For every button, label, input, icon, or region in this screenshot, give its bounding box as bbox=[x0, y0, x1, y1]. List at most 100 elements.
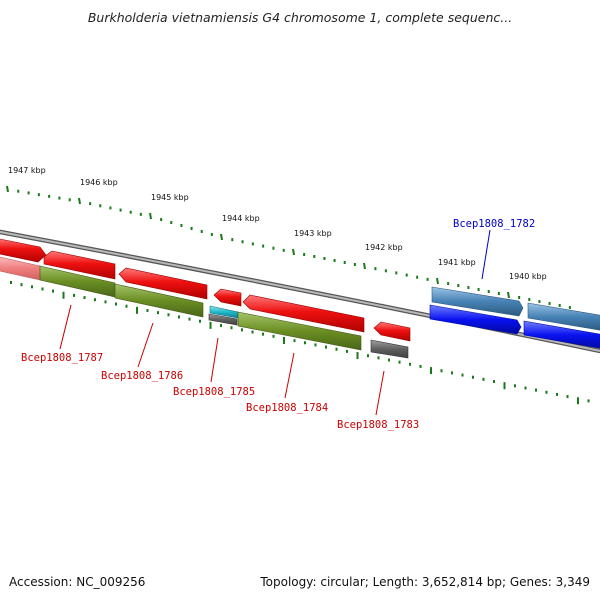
minor-tick bbox=[10, 281, 12, 284]
tick-label: 1946 kbp bbox=[80, 178, 118, 187]
gene-arrow-gray[interactable] bbox=[208, 313, 238, 326]
minor-tick bbox=[73, 293, 75, 297]
gene-arrow-blue[interactable] bbox=[523, 320, 600, 349]
gene-arrow-gray[interactable] bbox=[370, 339, 409, 359]
major-tick bbox=[149, 212, 152, 220]
gene-arrow-blue[interactable] bbox=[429, 304, 522, 335]
minor-tick bbox=[17, 189, 20, 193]
gene-label[interactable]: Bcep1808_1782 bbox=[453, 218, 535, 230]
minor-tick bbox=[419, 364, 422, 368]
major-tick bbox=[503, 382, 506, 390]
major-tick bbox=[209, 321, 212, 329]
major-tick bbox=[292, 248, 295, 256]
callout-line bbox=[375, 370, 385, 416]
minor-tick bbox=[167, 313, 170, 317]
map-title: Burkholderia vietnamiensis G4 chromosome… bbox=[87, 10, 513, 25]
minor-tick bbox=[335, 347, 338, 351]
minor-tick bbox=[388, 358, 390, 362]
major-tick bbox=[577, 397, 579, 405]
minor-tick bbox=[314, 343, 317, 347]
minor-tick bbox=[477, 288, 480, 291]
minor-tick bbox=[272, 334, 275, 338]
callout-line bbox=[284, 352, 295, 399]
tick-label: 1941 kbp bbox=[438, 258, 476, 267]
minor-tick bbox=[426, 277, 429, 281]
minor-tick bbox=[48, 194, 51, 198]
minor-tick bbox=[52, 289, 54, 293]
minor-tick bbox=[353, 263, 356, 266]
gene-arrow-steelblue[interactable] bbox=[527, 302, 600, 331]
minor-tick bbox=[304, 341, 306, 345]
tick-label: 1940 kbp bbox=[509, 272, 547, 281]
gene-label[interactable]: Bcep1808_1783 bbox=[337, 419, 419, 431]
accession-text: Accession: NC_009256 bbox=[9, 575, 146, 589]
major-tick bbox=[220, 233, 223, 241]
gene-callout-lines bbox=[59, 229, 491, 416]
major-tick bbox=[507, 291, 510, 299]
reverse-strand-genes bbox=[0, 256, 600, 359]
minor-tick bbox=[200, 230, 203, 233]
major-tick bbox=[78, 197, 81, 205]
minor-tick bbox=[241, 328, 243, 332]
gene-arrow-red[interactable] bbox=[373, 321, 411, 342]
minor-tick bbox=[313, 255, 316, 258]
gene-arrow-steelblue[interactable] bbox=[431, 286, 524, 317]
gene-arrow-olive[interactable] bbox=[237, 311, 362, 351]
minor-tick bbox=[58, 196, 61, 200]
tick-label: 1947 kbp bbox=[8, 166, 46, 175]
minor-tick bbox=[461, 373, 464, 377]
major-tick bbox=[62, 291, 65, 299]
minor-tick bbox=[325, 345, 327, 349]
gene-arrow-red[interactable] bbox=[43, 250, 116, 280]
genome-backbone bbox=[0, 229, 600, 354]
tick-label: 1943 kbp bbox=[294, 229, 332, 238]
gene-arrow-red[interactable] bbox=[213, 288, 242, 307]
gene-label[interactable]: Bcep1808_1784 bbox=[246, 402, 328, 414]
minor-tick bbox=[115, 302, 117, 306]
genome-summary-text: Topology: circular; Length: 3,652,814 bp… bbox=[260, 575, 590, 589]
minor-tick bbox=[94, 298, 96, 302]
minor-tick bbox=[566, 395, 569, 399]
minor-tick bbox=[293, 339, 296, 343]
gene-arrow-red[interactable] bbox=[0, 238, 47, 263]
minor-tick bbox=[447, 282, 450, 285]
minor-tick bbox=[467, 286, 470, 289]
tick-marks bbox=[6, 185, 590, 405]
major-tick bbox=[283, 336, 285, 344]
minor-tick bbox=[493, 380, 495, 384]
major-tick bbox=[363, 262, 366, 270]
gene-label[interactable]: Bcep1808_1786 bbox=[101, 370, 183, 382]
minor-tick bbox=[180, 224, 183, 227]
minor-tick bbox=[457, 284, 460, 287]
minor-tick bbox=[146, 308, 149, 312]
minor-tick bbox=[210, 233, 213, 236]
forward-strand-genes bbox=[0, 238, 600, 342]
gene-label[interactable]: Bcep1808_1787 bbox=[21, 352, 103, 364]
minor-tick bbox=[251, 242, 254, 246]
minor-tick bbox=[538, 300, 541, 303]
gene-arrow-red[interactable] bbox=[118, 267, 208, 300]
callout-line bbox=[137, 322, 154, 368]
callout-line bbox=[210, 337, 219, 383]
minor-tick bbox=[384, 269, 387, 273]
minor-tick bbox=[220, 324, 222, 328]
major-tick bbox=[6, 185, 9, 193]
minor-tick bbox=[68, 198, 71, 202]
minor-tick bbox=[451, 371, 453, 375]
minor-tick bbox=[524, 386, 527, 390]
minor-tick bbox=[587, 399, 590, 403]
gene-label[interactable]: Bcep1808_1785 bbox=[173, 386, 255, 398]
minor-tick bbox=[41, 287, 44, 291]
minor-tick bbox=[343, 261, 346, 264]
minor-tick bbox=[472, 375, 474, 379]
minor-tick bbox=[190, 227, 193, 230]
gene-arrow-olive[interactable] bbox=[114, 283, 204, 318]
callout-line bbox=[481, 229, 491, 280]
minor-tick bbox=[405, 273, 408, 277]
minor-tick bbox=[27, 191, 30, 195]
gene-arrow-red[interactable] bbox=[242, 294, 365, 333]
tick-label: 1942 kbp bbox=[365, 243, 403, 252]
minor-tick bbox=[303, 253, 306, 256]
minor-tick bbox=[104, 300, 107, 304]
